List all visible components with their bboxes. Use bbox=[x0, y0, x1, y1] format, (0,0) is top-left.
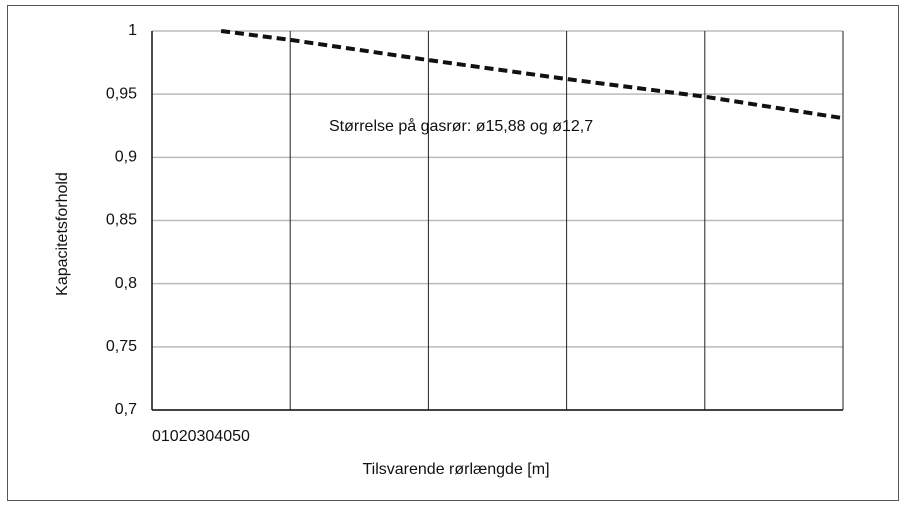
x-tick-label: 50 bbox=[232, 428, 250, 445]
x-tick-label: 20 bbox=[179, 428, 197, 445]
y-tick-label: 0,85 bbox=[106, 212, 137, 229]
y-tick-label: 0,95 bbox=[106, 85, 137, 102]
y-tick-label: 0,75 bbox=[106, 338, 137, 355]
y-tick-label: 0,7 bbox=[115, 401, 137, 418]
data-line bbox=[220, 29, 844, 121]
y-tick-label: 1 bbox=[128, 22, 137, 39]
x-tick-label: 0 bbox=[152, 428, 161, 445]
x-axis-label: Tilsvarende rørlængde [m] bbox=[362, 461, 549, 478]
x-tick-label: 30 bbox=[197, 428, 215, 445]
y-tick-label: 0,8 bbox=[115, 275, 137, 292]
x-tick-label: 10 bbox=[161, 428, 179, 445]
y-axis-label: Kapacitetsforhold bbox=[54, 172, 71, 296]
y-tick-label: 0,9 bbox=[115, 149, 137, 166]
annotation: Størrelse på gasrør: ø15,88 og ø12,7 bbox=[329, 117, 593, 135]
frame bbox=[7, 5, 899, 501]
x-tick-label: 40 bbox=[214, 428, 232, 445]
